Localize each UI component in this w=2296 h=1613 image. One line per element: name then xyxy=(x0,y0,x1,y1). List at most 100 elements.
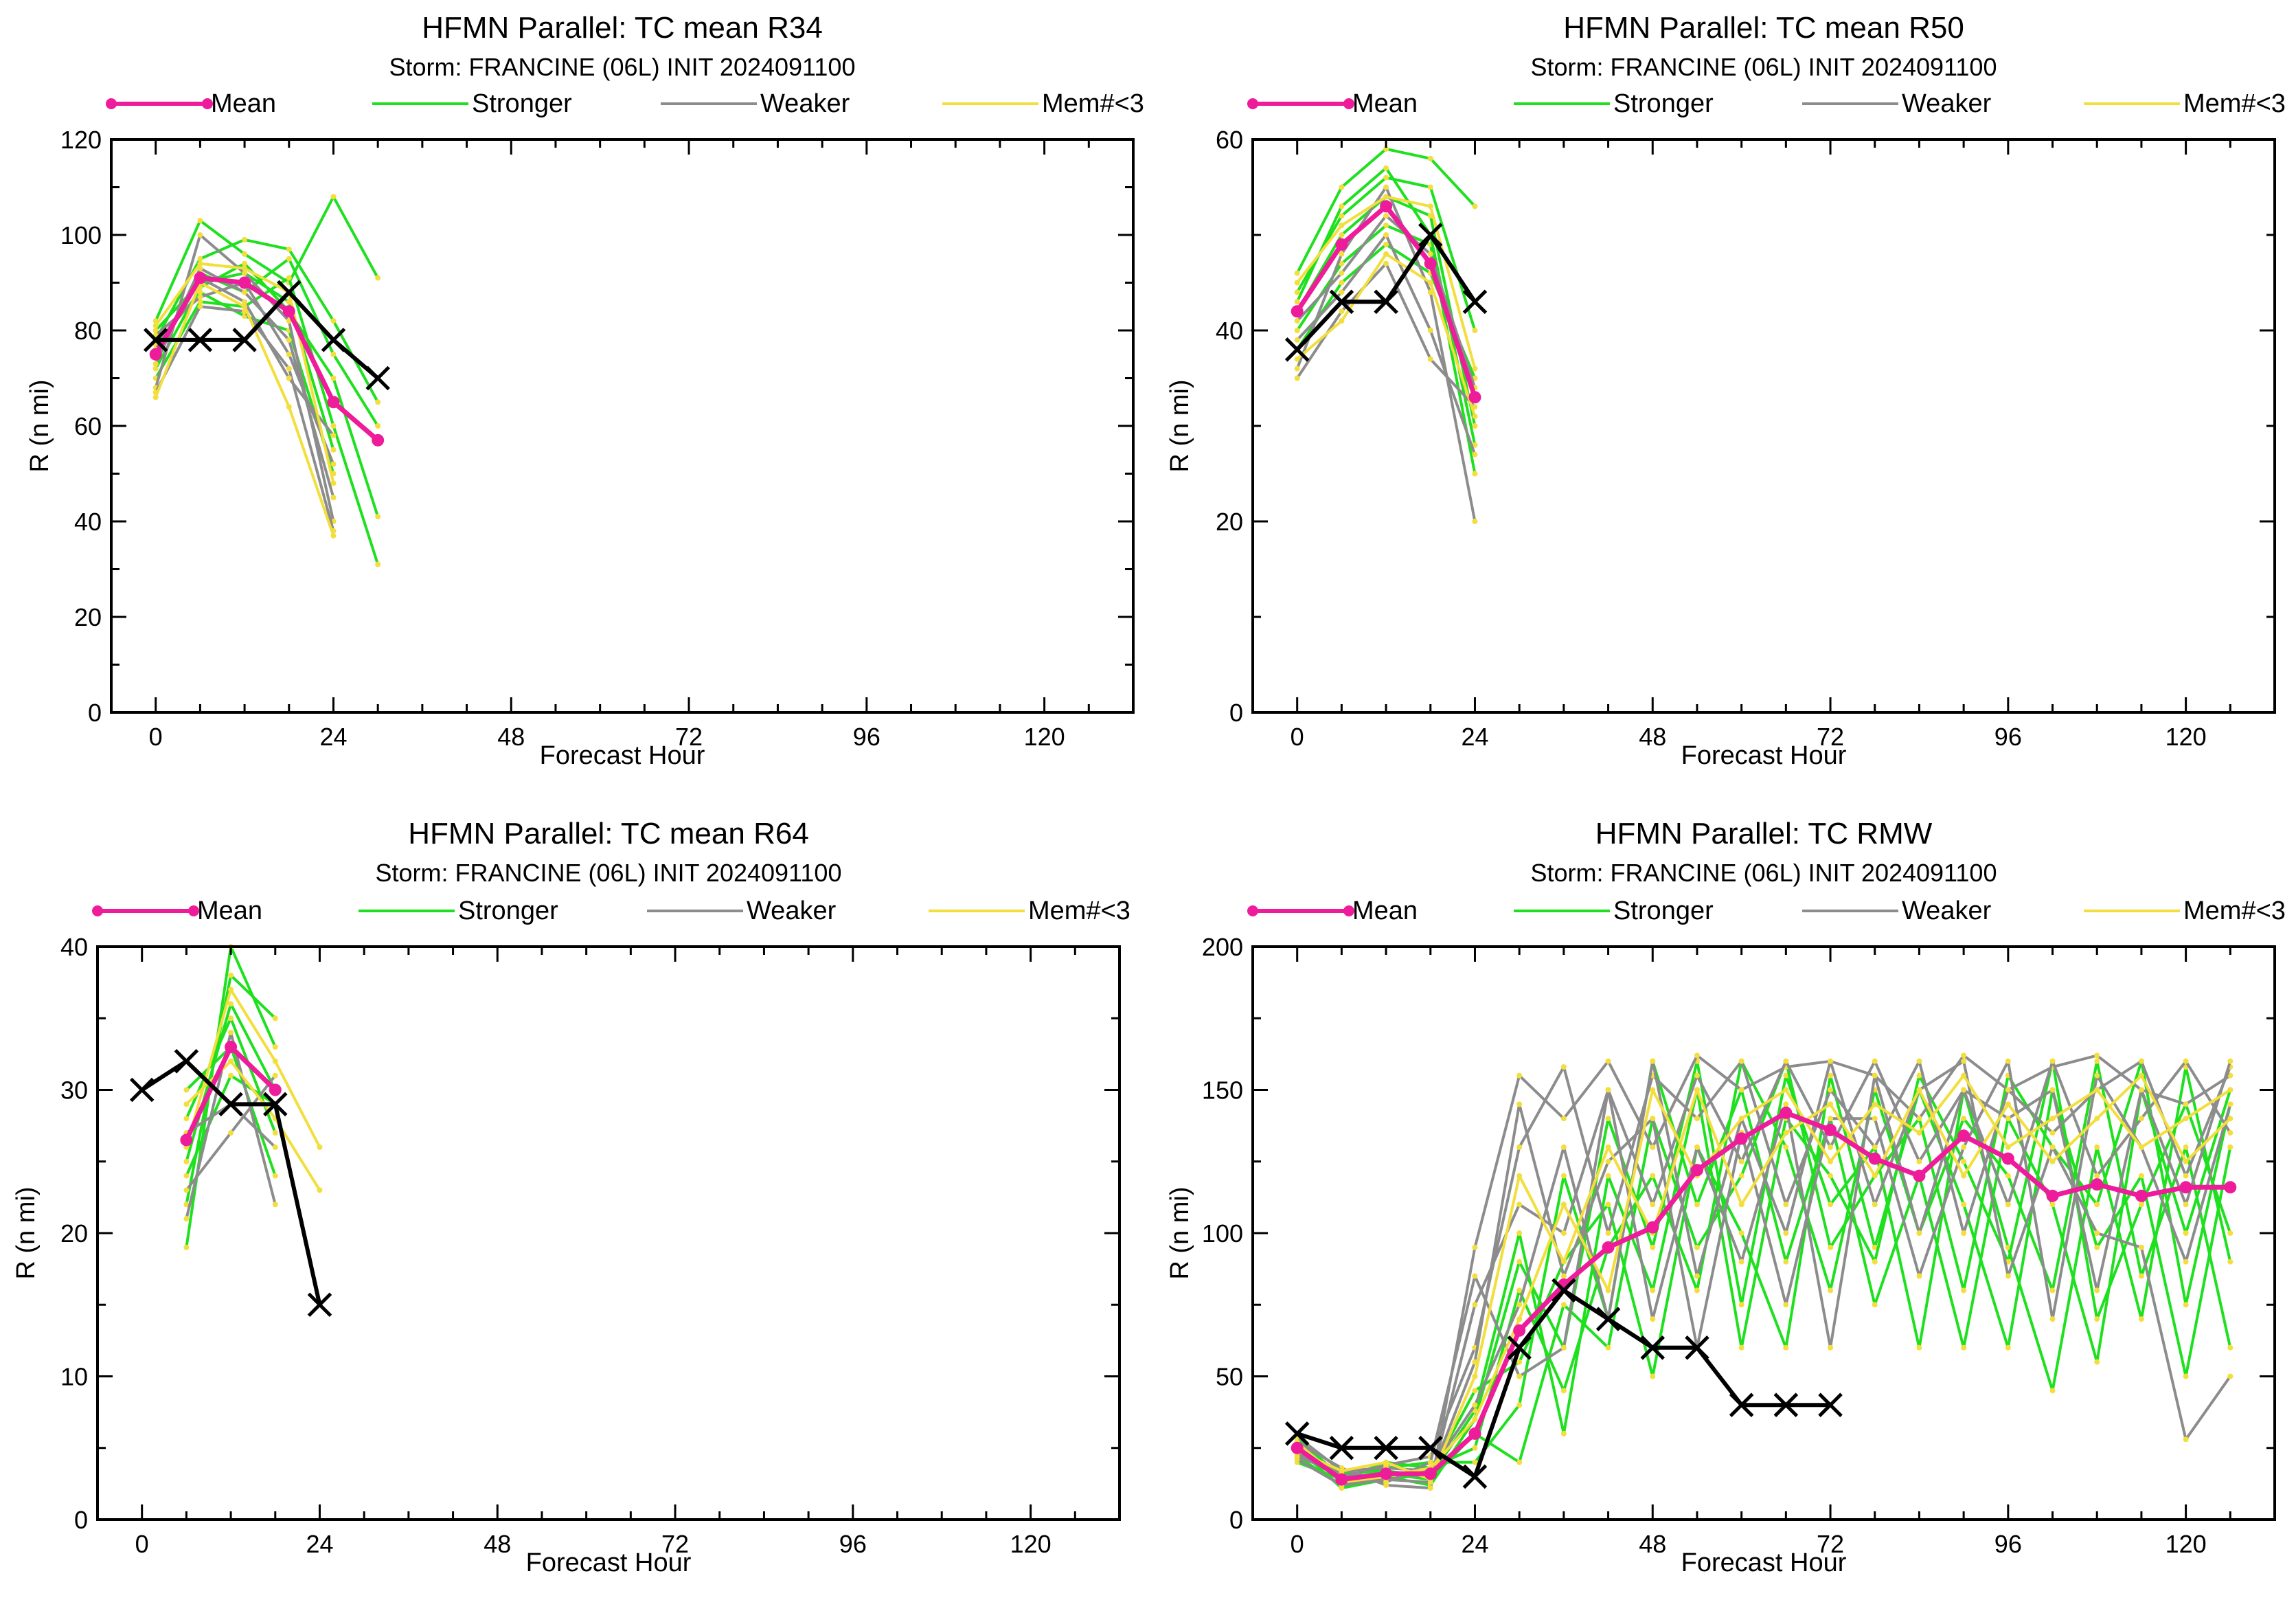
member-point xyxy=(1872,1072,1878,1079)
y-tick-label: 100 xyxy=(60,221,102,249)
x-tick-label: 72 xyxy=(1817,1530,1844,1558)
member-point xyxy=(1516,1259,1523,1265)
member-point xyxy=(2049,1287,2056,1294)
member-point xyxy=(2005,1101,2011,1107)
x-tick-label: 72 xyxy=(661,1530,689,1558)
member-point xyxy=(2227,1373,2234,1379)
observed-marker xyxy=(1329,1435,1354,1460)
chart-panel-r34: HFMN Parallel: TC mean R34 Storm: FRANCIN… xyxy=(25,11,1144,770)
x-tick-label: 0 xyxy=(149,723,163,751)
member-point xyxy=(2227,1259,2234,1265)
observed-marker xyxy=(1773,1392,1799,1417)
member-point xyxy=(2094,1052,2100,1059)
member-point xyxy=(1783,1230,1789,1236)
member-point xyxy=(1516,1302,1523,1308)
member-point xyxy=(1516,1287,1523,1294)
member-point xyxy=(1605,1158,1611,1164)
y-tick-label: 0 xyxy=(74,1506,88,1534)
member-point xyxy=(272,1015,278,1022)
member-point xyxy=(1605,1173,1611,1179)
member-point xyxy=(286,256,292,262)
observed-marker xyxy=(321,328,346,352)
member-point xyxy=(2138,1244,2144,1250)
legend-label-weaker: Weaker xyxy=(747,896,837,925)
y-tick-label: 200 xyxy=(1202,933,1243,961)
member-point xyxy=(2138,1316,2144,1322)
member-point xyxy=(228,1001,234,1007)
mean-point xyxy=(327,396,340,409)
member-point xyxy=(2138,1144,2144,1150)
member-point xyxy=(183,1216,190,1222)
member-point xyxy=(2094,1087,2100,1093)
member-point xyxy=(2138,1273,2144,1279)
member-point xyxy=(1961,1173,1967,1179)
mean-point xyxy=(1824,1123,1837,1136)
member-point xyxy=(2094,1230,2100,1236)
member-point xyxy=(183,1202,190,1208)
member-point xyxy=(1872,1173,1878,1179)
member-point xyxy=(1472,1244,1478,1250)
member-point xyxy=(1472,442,1478,448)
member-point xyxy=(1694,1202,1700,1208)
observed-marker xyxy=(1507,1335,1532,1360)
mean-point xyxy=(180,1133,193,1147)
member-point xyxy=(375,514,381,520)
member-point xyxy=(1650,1087,1656,1093)
member-point xyxy=(1294,289,1300,295)
legend-marker xyxy=(1247,98,1258,109)
mean-point xyxy=(1468,391,1481,404)
member-point xyxy=(183,1187,190,1193)
member-point xyxy=(1783,1087,1789,1093)
x-tick-label: 120 xyxy=(1024,723,1065,751)
observed-marker xyxy=(1640,1335,1666,1360)
member-point xyxy=(1472,414,1478,420)
mean-point xyxy=(1957,1129,1970,1142)
mean-point xyxy=(1646,1221,1659,1234)
member-point xyxy=(183,1173,190,1179)
member-point xyxy=(242,265,248,271)
member-point xyxy=(2049,1144,2056,1150)
member-point xyxy=(1961,1230,1967,1236)
member-point xyxy=(228,1058,234,1064)
member-point xyxy=(1650,1116,1656,1122)
member-point xyxy=(2227,1144,2234,1150)
member-point xyxy=(1560,1144,1567,1150)
member-point xyxy=(2005,1344,2011,1351)
member-point xyxy=(272,1173,278,1179)
member-point xyxy=(2227,1130,2234,1136)
member-point xyxy=(330,447,337,453)
member-point xyxy=(183,1244,190,1250)
member-point xyxy=(1738,1158,1744,1164)
observed-marker xyxy=(1374,289,1398,315)
legend-marker xyxy=(1343,905,1354,916)
member-point xyxy=(1339,184,1345,190)
member-point xyxy=(1472,1359,1478,1365)
member-point xyxy=(2183,1373,2189,1379)
observed-marker xyxy=(307,1292,332,1318)
member-point xyxy=(1383,146,1389,152)
member-point xyxy=(2049,1058,2056,1064)
mean-point xyxy=(2179,1181,2192,1194)
member-point xyxy=(242,304,248,310)
member-point xyxy=(1516,1230,1523,1236)
member-point xyxy=(1650,1058,1656,1064)
mean-line xyxy=(1295,1110,2231,1482)
member-point xyxy=(1339,308,1345,315)
observed-marker xyxy=(1284,337,1310,362)
member-point xyxy=(1605,1287,1611,1294)
member-point xyxy=(2005,1058,2011,1064)
chart-title: HFMN Parallel: TC mean R64 xyxy=(408,817,809,850)
legend-label-stronger: Stronger xyxy=(1613,89,1714,118)
member-point xyxy=(2049,1158,2056,1164)
member-point xyxy=(1783,1144,1789,1150)
x-tick-label: 24 xyxy=(1461,1530,1488,1558)
member-point xyxy=(183,1158,190,1164)
member-point xyxy=(1650,1144,1656,1150)
member-point xyxy=(2005,1202,2011,1208)
mean-point xyxy=(2091,1178,2104,1191)
member-point xyxy=(1916,1058,1922,1064)
chart-subtitle: Storm: FRANCINE (06L) INIT 2024091100 xyxy=(1531,53,1997,81)
member-point xyxy=(1694,1087,1700,1093)
member-point xyxy=(1560,1388,1567,1394)
member-point xyxy=(1427,203,1433,210)
